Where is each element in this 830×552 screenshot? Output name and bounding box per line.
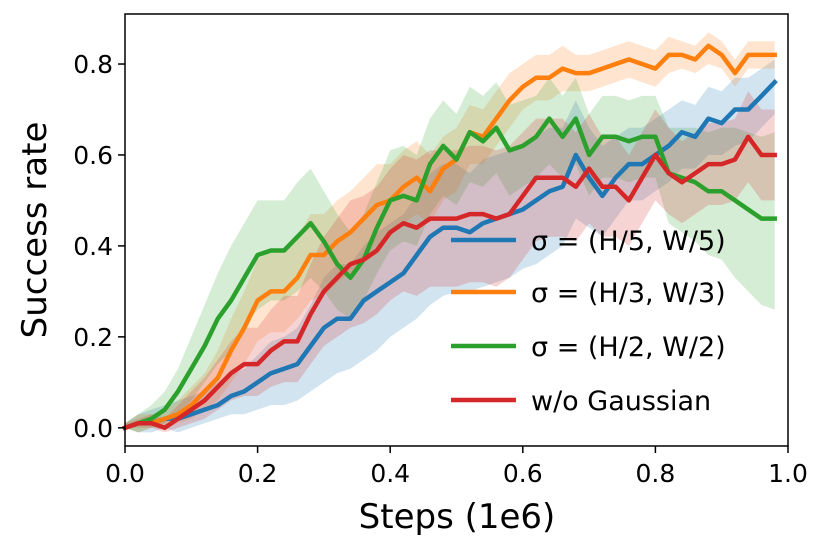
- x-tick-label: 0.0: [105, 459, 145, 488]
- y-tick-label: 0.0: [73, 414, 113, 443]
- x-tick-label: 0.4: [370, 459, 410, 488]
- legend-label-1: σ = (H/5, W/5): [531, 226, 726, 257]
- series-band-3: [125, 77, 775, 433]
- y-tick-label: 0.2: [73, 323, 113, 352]
- legend-label-4: w/o Gaussian: [531, 386, 711, 417]
- series-lines: [122, 43, 778, 431]
- y-axis-title: Success rate: [15, 122, 55, 339]
- legend-label-3: σ = (H/2, W/2): [531, 332, 726, 363]
- tick-marks: 0.0 0.2 0.4 0.6 0.8 1.0 0.0 0.2 0.4 0.6 0.8: [73, 50, 808, 488]
- legend: σ = (H/5, W/5) σ = (H/3, W/3) σ = (H/2, W/…: [451, 226, 726, 417]
- axes: [124, 13, 789, 447]
- y-tick-label: 0.6: [73, 141, 113, 170]
- legend-label-2: σ = (H/3, W/3): [531, 278, 726, 309]
- x-tick-label: 0.6: [503, 459, 543, 488]
- x-tick-label: 0.2: [238, 459, 278, 488]
- series-line-4: [122, 134, 777, 431]
- series-line-2: [122, 43, 777, 431]
- x-axis-title: Steps (1e6): [359, 497, 556, 537]
- y-tick-label: 0.8: [73, 50, 113, 79]
- x-tick-label: 1.0: [768, 459, 808, 488]
- y-tick-label: 0.4: [73, 232, 113, 261]
- series-line-1: [122, 79, 778, 431]
- plot-frame: [124, 13, 789, 447]
- series-band-4: [125, 91, 775, 433]
- x-tick-label: 0.8: [636, 459, 676, 488]
- series-band-2: [125, 32, 775, 433]
